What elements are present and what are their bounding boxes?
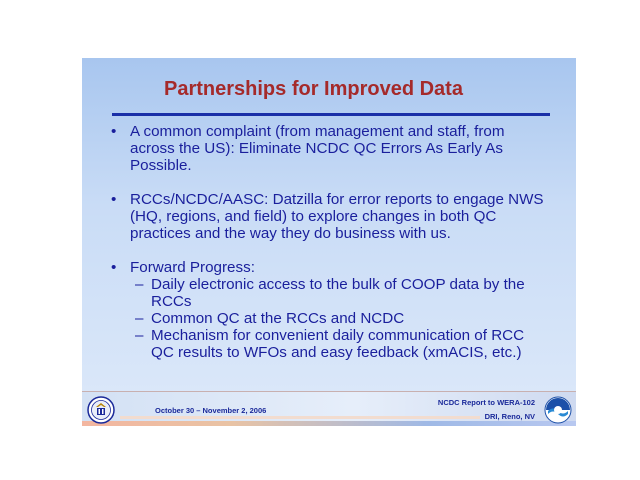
bullet-text: Forward Progress: — [130, 259, 255, 276]
sub-bullet-text: Common QC at the RCCs and NCDC — [151, 310, 405, 327]
bullet-marker: • — [111, 123, 117, 140]
sub-bullet-marker: – — [135, 310, 144, 327]
slide-footer: October 30 – November 2, 2006 NCDC Repor… — [82, 391, 576, 426]
sub-bullet-list: – Daily electronic access to the bulk of… — [110, 276, 546, 361]
footer-date: October 30 – November 2, 2006 — [155, 406, 267, 415]
bullet-text: RCCs/NCDC/AASC: Datzilla for error repor… — [130, 191, 544, 242]
sub-bullet-marker: – — [135, 327, 144, 344]
sub-bullet-text: Daily electronic access to the bulk of C… — [151, 276, 525, 310]
bullet-text: A common complaint (from management and … — [130, 123, 505, 174]
title-divider — [112, 113, 550, 116]
doc-seal-icon — [87, 396, 115, 424]
bullet-item: • A common complaint (from management an… — [110, 123, 546, 174]
sub-bullet-marker: – — [135, 276, 144, 293]
sub-bullet-text: Mechanism for convenient daily communica… — [151, 327, 525, 361]
sub-bullet-item: – Daily electronic access to the bulk of… — [110, 276, 546, 310]
bullet-item: • Forward Progress: — [110, 259, 546, 276]
slide: Partnerships for Improved Data • A commo… — [82, 58, 576, 426]
bullet-item: • RCCs/NCDC/AASC: Datzilla for error rep… — [110, 191, 546, 242]
footer-report-title: NCDC Report to WERA-102 — [437, 398, 535, 407]
slide-body: • A common complaint (from management an… — [110, 123, 546, 361]
slide-title: Partnerships for Improved Data — [164, 78, 463, 100]
footer-report-location: DRI, Reno, NV — [484, 412, 535, 421]
sub-bullet-item: – Mechanism for convenient daily communi… — [110, 327, 546, 361]
noaa-logo-icon — [544, 396, 572, 424]
bullet-marker: • — [111, 191, 117, 208]
sub-bullet-item: – Common QC at the RCCs and NCDC — [110, 310, 546, 327]
bullet-marker: • — [111, 259, 117, 276]
